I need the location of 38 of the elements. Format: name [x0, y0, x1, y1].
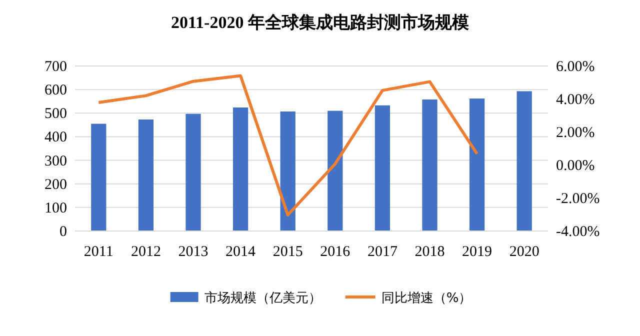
bar: [91, 124, 106, 231]
y-tick-label: 0: [60, 224, 67, 240]
bar: [374, 105, 390, 231]
bar: [422, 99, 438, 231]
x-tick-label: 2017: [367, 244, 398, 260]
y2-tick-label: 6.00%: [556, 59, 595, 75]
y-tick-label: 200: [44, 176, 67, 193]
bar: [232, 107, 248, 231]
bar: [280, 111, 296, 231]
x-tick-label: 2015: [272, 244, 303, 260]
legend-label: 同比增速（%）: [381, 291, 472, 306]
legend-label: 市场规模（亿美元）: [204, 290, 322, 306]
x-tick-label: 2013: [178, 244, 208, 260]
x-tick-label: 2014: [226, 244, 256, 260]
y-tick-label: 700: [44, 59, 67, 75]
x-tick-label: 2016: [320, 244, 351, 260]
chart-title: 2011-2020 年全球集成电路封测市场规模: [171, 13, 469, 32]
line-series: [97, 74, 479, 216]
y-tick-label: 100: [44, 200, 67, 216]
bar: [138, 120, 154, 231]
y2-tick-label: 2.00%: [556, 125, 595, 141]
y2-tick-label: 0.00%: [556, 158, 595, 174]
bar: [328, 110, 343, 231]
x-tick-label: 2012: [130, 244, 161, 260]
y-tick-label: 500: [44, 106, 67, 122]
x-tick-label: 2019: [462, 244, 492, 260]
y2-tick-label: -2.00%: [556, 191, 600, 207]
y2-tick-label: -4.00%: [556, 224, 600, 240]
bar: [516, 91, 532, 231]
y2-tick-label: 4.00%: [556, 92, 595, 108]
y-tick-label: 600: [44, 82, 67, 99]
y-tick-label: 400: [44, 130, 67, 146]
x-tick-label: 2020: [509, 244, 540, 260]
y-tick-label: 300: [44, 153, 67, 170]
bar: [469, 98, 485, 231]
x-tick-label: 2018: [414, 244, 445, 260]
x-tick-label: 2011: [84, 244, 114, 260]
bar: [186, 114, 201, 231]
